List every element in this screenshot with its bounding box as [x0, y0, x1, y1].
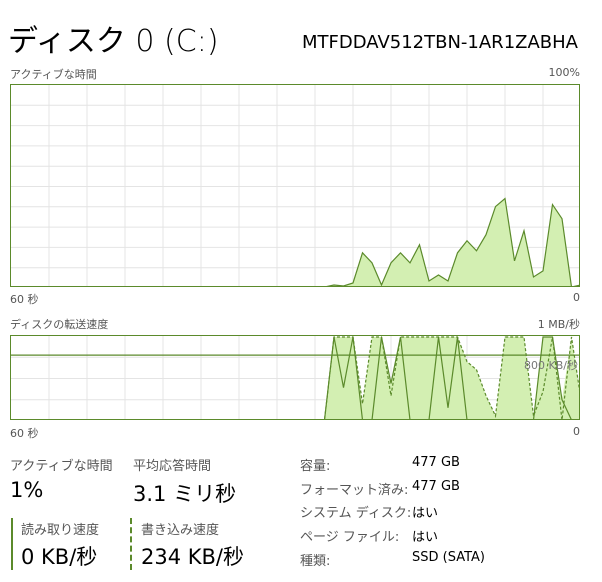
info-row-capacity: 容量:: [300, 455, 330, 474]
active-time-max-label: 100%: [548, 66, 580, 79]
info-value: 477 GB: [412, 455, 460, 470]
series-line-2: [324, 336, 579, 419]
active-time-label: アクティブな時間: [10, 459, 113, 474]
active-time-x-right-label: 0: [573, 291, 580, 304]
reference-line-label: 800 KB/秒: [524, 359, 578, 372]
response-time-label: 平均応答時間: [133, 459, 212, 474]
disk-model: MTFDDAV512TBN-1AR1ZABHA: [302, 32, 578, 53]
info-row-system-disk: システム ディスク:: [300, 502, 411, 521]
page-title: ディスク 0 (C:): [8, 24, 219, 59]
active-time-chart: [10, 84, 580, 287]
transfer-rate-x-left-label: 60 秒: [10, 427, 39, 440]
write-speed-value: 234 KB/秒: [141, 545, 245, 569]
read-speed-value: 0 KB/秒: [21, 545, 98, 569]
active-time-chart-title: アクティブな時間: [10, 68, 97, 81]
read-speed-legend-bar: [11, 518, 13, 570]
info-key: フォーマット済み:: [300, 483, 409, 498]
transfer-rate-max-label: 1 MB/秒: [537, 318, 580, 331]
write-speed-label: 書き込み速度: [141, 523, 220, 538]
series-line-1: [326, 197, 579, 286]
info-key: ページ ファイル:: [300, 530, 400, 545]
response-time-value: 3.1 ミリ秒: [133, 482, 237, 506]
transfer-rate-x-right-label: 0: [573, 425, 580, 438]
info-row-type: 種類:: [300, 550, 330, 569]
write-speed-legend-bar: [130, 518, 132, 570]
transfer-rate-chart: [10, 335, 580, 420]
active-time-x-left-label: 60 秒: [10, 293, 39, 306]
info-key: システム ディスク:: [300, 506, 412, 521]
read-speed-label: 読み取り速度: [21, 523, 100, 538]
info-value: SSD (SATA): [412, 550, 485, 565]
info-value: はい: [412, 530, 439, 545]
area-fill: [329, 198, 579, 286]
info-row-page-file: ページ ファイル:: [300, 526, 399, 545]
info-value: はい: [412, 506, 439, 521]
transfer-rate-chart-title: ディスクの転送速度: [10, 318, 109, 331]
info-key: 種類:: [300, 554, 331, 569]
active-time-value: 1%: [10, 478, 44, 502]
info-value: 477 GB: [412, 479, 460, 494]
info-key: 容量:: [300, 459, 331, 474]
info-row-formatted: フォーマット済み:: [300, 479, 408, 498]
